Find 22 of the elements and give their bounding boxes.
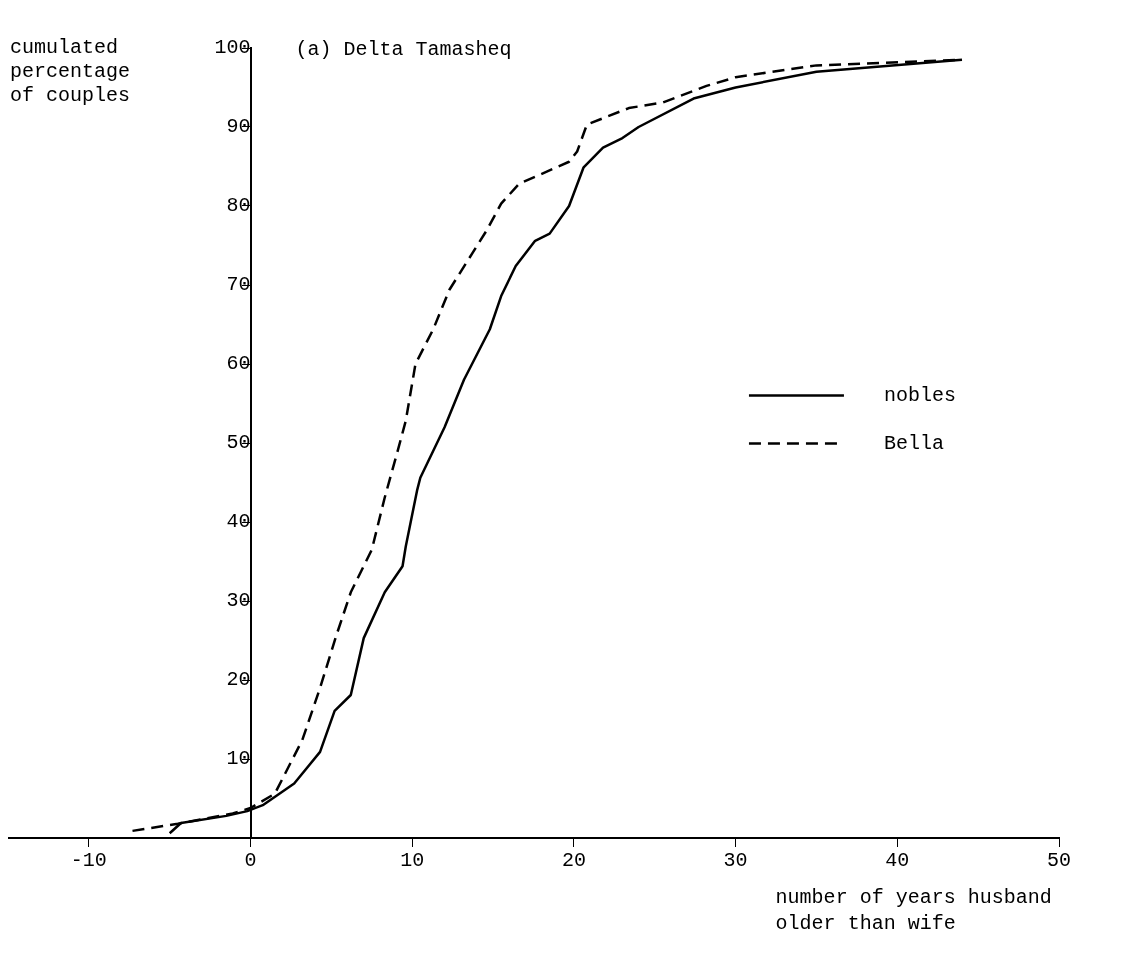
y-tick-label: 60	[226, 352, 251, 376]
y-tick-label: 80	[226, 194, 251, 218]
x-tick-label: 50	[1046, 849, 1072, 873]
y-tick-label: 100	[214, 36, 251, 60]
y-tick-label: 30	[226, 589, 251, 613]
y-axis-title: cumulated percentage of couples	[10, 36, 131, 108]
y-tick-label: 50	[226, 431, 251, 455]
x-tick-label: 30	[723, 849, 748, 873]
legend-label: Bella	[883, 431, 944, 455]
x-tick-label: 10	[400, 849, 425, 873]
x-tick-label: 20	[561, 849, 586, 873]
x-tick-label: 0	[244, 849, 257, 873]
legend-label: nobles	[883, 383, 956, 407]
y-tick-label: 70	[226, 273, 251, 297]
y-tick-label: 20	[226, 668, 251, 692]
chart-title: (a) Delta Tamasheq	[295, 38, 512, 62]
y-tick-label: 40	[226, 510, 251, 534]
x-axis-title: number of years husband older than wife	[775, 886, 1052, 936]
x-tick-label: 40	[885, 849, 910, 873]
x-tick-label: -10	[70, 849, 107, 873]
y-tick-label: 10	[226, 747, 251, 771]
y-tick-label: 90	[226, 115, 251, 139]
